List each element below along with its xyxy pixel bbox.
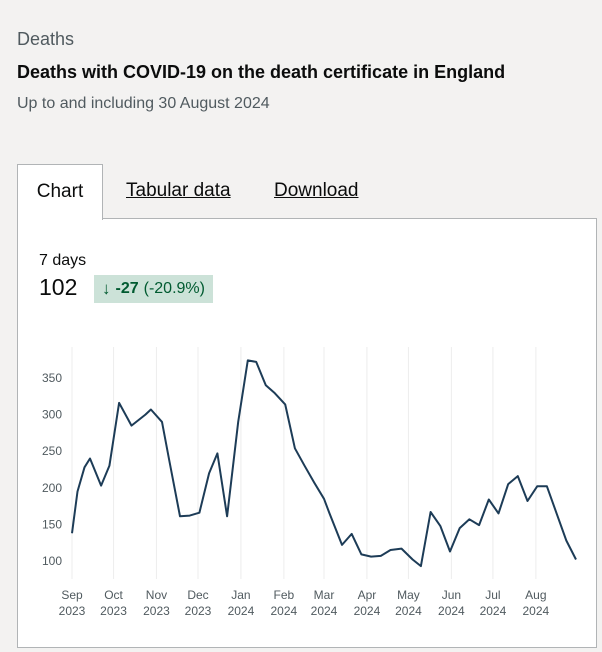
page-title: Deaths with COVID-19 on the death certif…: [17, 62, 506, 82]
x-tick-month: Nov: [146, 588, 167, 602]
x-tick-year: 2024: [480, 604, 507, 618]
tab-download[interactable]: Download: [274, 180, 359, 201]
x-tick-year: 2024: [438, 604, 465, 618]
x-tick-year: 2024: [522, 604, 549, 618]
change-value: -27: [115, 280, 139, 297]
y-tick-label: 250: [42, 444, 62, 458]
y-tick-label: 150: [42, 517, 62, 531]
x-tick-month: Jun: [442, 588, 461, 602]
change-percent: (-20.9%): [143, 280, 205, 297]
chart-panel: 7 days 102 ↓ -27 (-20.9%) 100 150 200 250 30…: [17, 218, 597, 648]
x-tick-year: 2024: [395, 604, 422, 618]
tab-tabular-data[interactable]: Tabular data: [126, 180, 231, 201]
x-axis-ticks: Sep 2023 Oct 2023 Nov 2023 Dec 2023 Jan 2024 Feb 20…: [59, 588, 550, 618]
series-line-group: [71, 359, 577, 568]
x-tick-year: 2024: [270, 604, 297, 618]
x-tick-year: 2023: [185, 604, 212, 618]
x-tick-year: 2024: [354, 604, 381, 618]
x-tick-month: Oct: [104, 588, 123, 602]
x-tick-month: Mar: [314, 588, 335, 602]
x-tick-year: 2024: [228, 604, 255, 618]
x-tick-year: 2023: [59, 604, 86, 618]
y-axis-ticks: 100 150 200 250 300 350: [42, 371, 62, 568]
x-tick-year: 2024: [311, 604, 338, 618]
x-tick-year: 2023: [143, 604, 170, 618]
x-tick-month: Dec: [187, 588, 208, 602]
period-label: 7 days: [39, 252, 87, 269]
x-tick-month: Sep: [61, 588, 83, 602]
line-chart: 100 150 200 250 300 350 Sep 2023 Oct 2023 Nov 2023…: [42, 347, 577, 618]
x-tick-year: 2023: [100, 604, 127, 618]
x-tick-month: Feb: [274, 588, 295, 602]
change-badge: ↓ -27 (-20.9%): [94, 275, 213, 303]
series-line: [71, 359, 577, 568]
section-label: Deaths: [17, 29, 75, 49]
x-tick-month: Aug: [525, 588, 546, 602]
arrow-down-icon: ↓: [102, 279, 111, 298]
y-tick-label: 200: [42, 481, 62, 495]
y-tick-label: 350: [42, 371, 62, 385]
tab-list: Chart Tabular data Download: [17, 164, 570, 220]
headline-value: 102: [39, 274, 78, 300]
date-subtitle: Up to and including 30 August 2024: [17, 95, 270, 112]
tab-chart[interactable]: Chart: [17, 164, 103, 220]
y-tick-label: 100: [42, 554, 62, 568]
x-tick-month: Apr: [358, 588, 377, 602]
x-tick-month: Jul: [485, 588, 500, 602]
x-tick-month: May: [397, 588, 420, 602]
y-tick-label: 300: [42, 408, 62, 422]
grid-lines: [71, 347, 537, 579]
x-tick-month: Jan: [231, 588, 250, 602]
